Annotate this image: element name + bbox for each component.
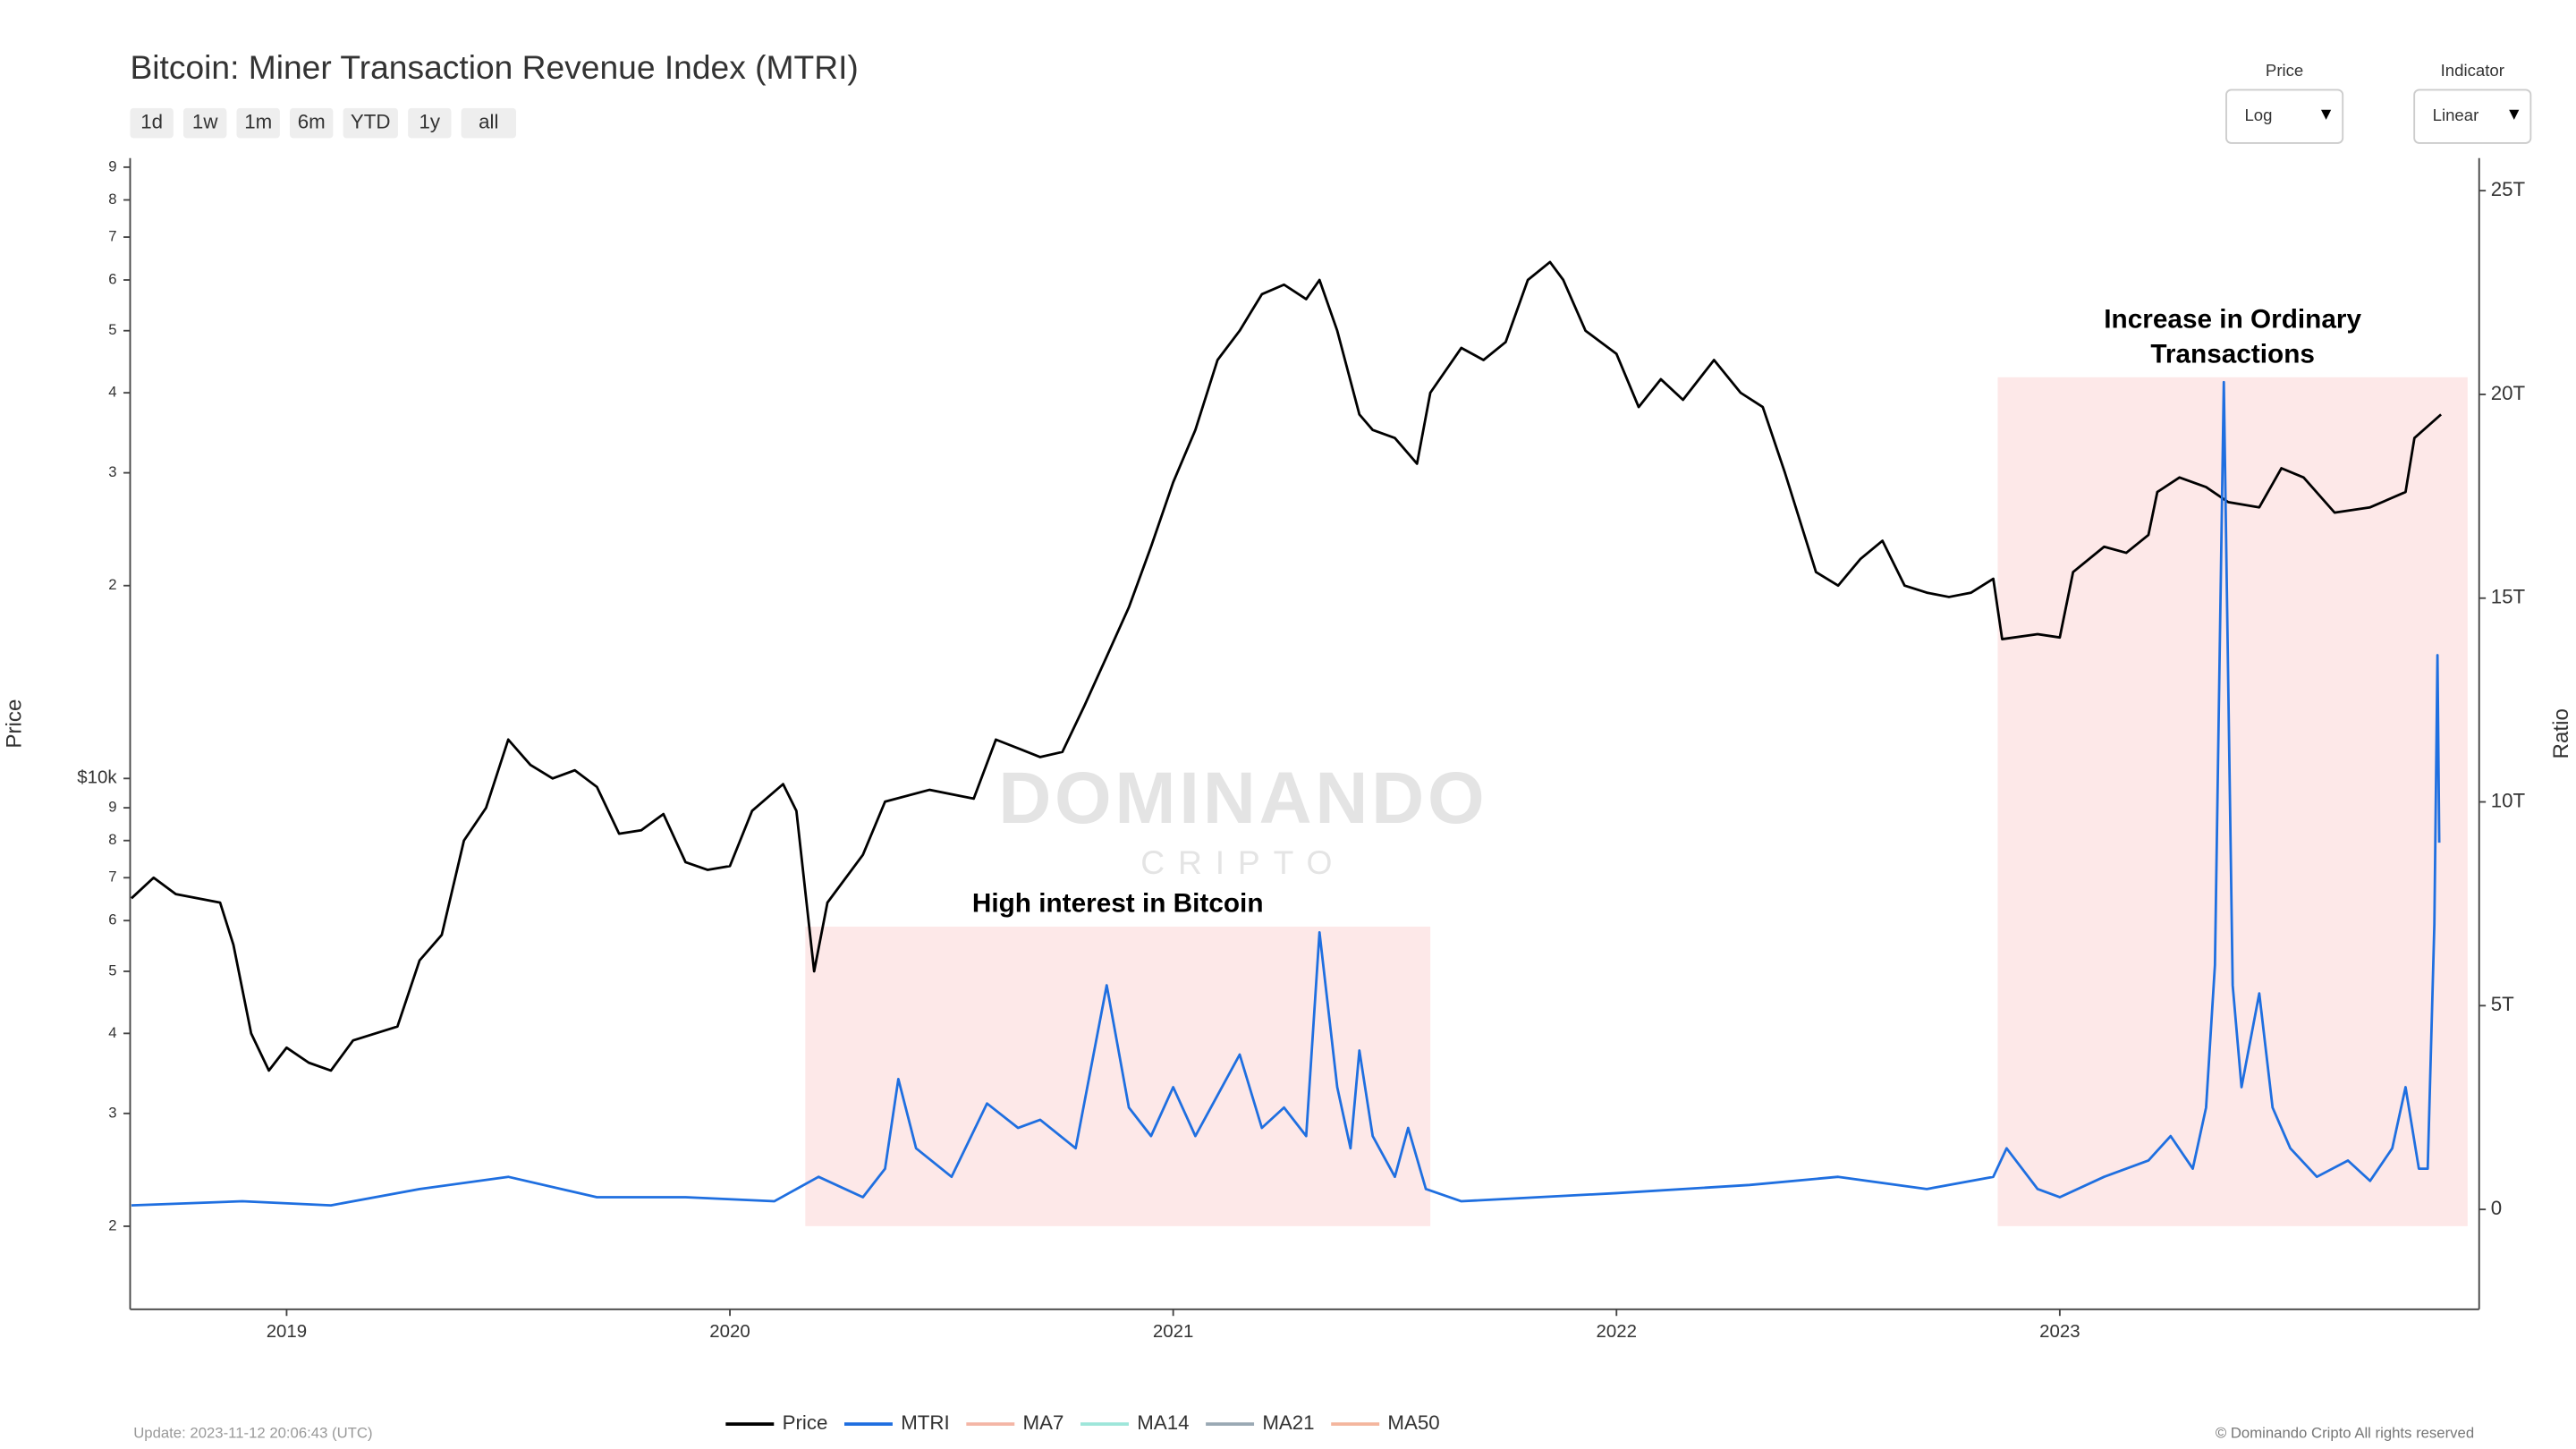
dropdown-arrow — [2509, 109, 2520, 120]
range-button[interactable]: 1w — [183, 107, 227, 139]
series-line — [131, 260, 2443, 1072]
dropdown-box[interactable] — [2225, 89, 2344, 144]
range-button-label[interactable]: 1m — [244, 111, 272, 133]
highlight-region — [805, 926, 1431, 1226]
range-button-bg[interactable] — [183, 107, 227, 139]
y-tick-label: 9 — [108, 157, 116, 174]
range-button[interactable]: 1y — [408, 107, 452, 139]
annotation: Increase in Ordinary — [2104, 304, 2361, 334]
y-tick-label: 6 — [108, 270, 116, 287]
y-axis-label: Price — [3, 699, 27, 749]
annotation: Transactions — [2150, 339, 2315, 369]
y-tick-label: 8 — [108, 191, 116, 208]
dropdown[interactable]: Linear — [2413, 89, 2532, 144]
watermark: DOMINANDO — [998, 758, 1487, 839]
y2-tick-label: 0 — [2491, 1197, 2502, 1219]
y-tick-label: 2 — [108, 576, 116, 593]
range-button-bg[interactable] — [236, 107, 280, 139]
range-button[interactable]: all — [461, 107, 516, 139]
range-button[interactable]: YTD — [343, 107, 398, 139]
dropdown-box[interactable] — [2413, 89, 2532, 144]
control-label: Price — [2266, 61, 2303, 80]
dropdown-arrow — [2321, 109, 2332, 120]
legend-label[interactable]: Price — [783, 1411, 828, 1434]
dropdown-value[interactable]: Linear — [2433, 106, 2479, 124]
range-button-label[interactable]: 1d — [140, 111, 163, 133]
legend-item[interactable]: MA7 — [966, 1411, 1063, 1434]
y-tick-label: 8 — [108, 831, 116, 848]
legend-item[interactable]: MA50 — [1331, 1411, 1440, 1434]
dropdown-value[interactable]: Log — [2244, 106, 2272, 124]
x-tick-label: 2021 — [1153, 1321, 1193, 1342]
y2-tick-label: 20T — [2491, 382, 2526, 404]
legend-item[interactable]: MA21 — [1206, 1411, 1315, 1434]
range-button-label[interactable]: 6m — [298, 111, 326, 133]
y-tick-label: 7 — [108, 869, 116, 886]
control-label: Indicator — [2441, 61, 2504, 80]
x-tick-label: 2020 — [709, 1321, 750, 1342]
y-tick-label: 9 — [108, 799, 116, 816]
y-tick-label: 4 — [108, 384, 116, 401]
y-tick-label: 2 — [108, 1216, 116, 1233]
y2-axis-label: Ratio — [2549, 708, 2573, 758]
range-button-label[interactable]: 1y — [419, 111, 440, 133]
range-button[interactable]: 1m — [236, 107, 280, 139]
legend-label[interactable]: MA7 — [1023, 1411, 1064, 1434]
legend-item[interactable]: MA14 — [1080, 1411, 1190, 1434]
legend-item[interactable]: MTRI — [843, 1411, 950, 1434]
highlight-region — [1997, 377, 2468, 1226]
copyright: © Dominando Cripto All rights reserved — [2216, 1425, 2474, 1442]
y-tick-label: 6 — [108, 911, 116, 928]
x-tick-label: 2023 — [2039, 1321, 2080, 1342]
y2-tick-label: 15T — [2491, 586, 2526, 608]
series-line — [131, 380, 2441, 1207]
y-tick-label: 5 — [108, 962, 116, 979]
y-tick-label: $10k — [77, 767, 117, 788]
legend-label[interactable]: MA14 — [1137, 1411, 1189, 1434]
annotation: High interest in Bitcoin — [972, 889, 1264, 919]
y-tick-label: 3 — [108, 463, 116, 480]
y-tick-label: 3 — [108, 1104, 116, 1121]
x-tick-label: 2019 — [267, 1321, 307, 1342]
y-tick-label: 4 — [108, 1024, 116, 1041]
range-button-label[interactable]: all — [479, 111, 498, 133]
range-button-bg[interactable] — [343, 107, 398, 139]
y2-tick-label: 10T — [2491, 789, 2526, 811]
y-tick-label: 5 — [108, 321, 116, 338]
range-button[interactable]: 6m — [290, 107, 334, 139]
y2-tick-label: 5T — [2491, 993, 2514, 1015]
legend-label[interactable]: MTRI — [901, 1411, 950, 1434]
range-button-bg[interactable] — [408, 107, 452, 139]
dropdown[interactable]: Log — [2225, 89, 2344, 144]
legend-label[interactable]: MA21 — [1262, 1411, 1314, 1434]
range-button-label[interactable]: 1w — [192, 111, 218, 133]
legend-label[interactable]: MA50 — [1387, 1411, 1439, 1434]
range-button-label[interactable]: YTD — [351, 111, 391, 133]
chart-title: Bitcoin: Miner Transaction Revenue Index… — [130, 48, 858, 86]
x-tick-label: 2022 — [1597, 1321, 1637, 1342]
range-button-bg[interactable] — [130, 107, 174, 139]
y2-tick-label: 25T — [2491, 178, 2526, 200]
legend-item[interactable]: Price — [725, 1411, 827, 1434]
watermark: CRIPTO — [1140, 843, 1345, 881]
y-tick-label: 7 — [108, 227, 116, 244]
update-note: Update: 2023-11-12 20:06:43 (UTC) — [133, 1425, 372, 1442]
range-button-bg[interactable] — [461, 107, 516, 139]
range-button-bg[interactable] — [290, 107, 334, 139]
range-button[interactable]: 1d — [130, 107, 174, 139]
